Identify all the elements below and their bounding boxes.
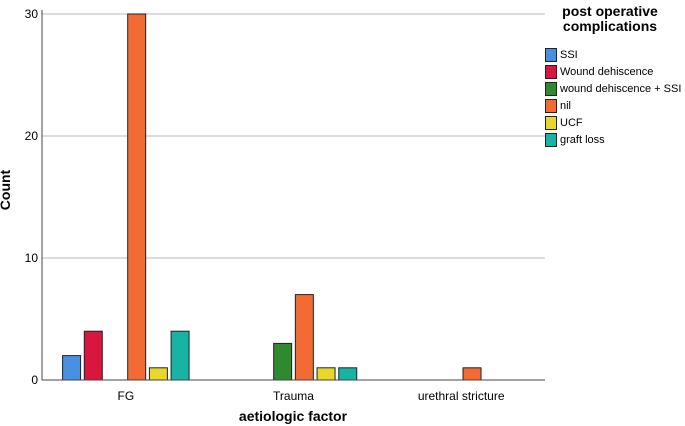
bar bbox=[148, 367, 168, 381]
legend-item: wound dehiscence + SSI bbox=[545, 80, 685, 97]
y-tick-label: 10 bbox=[25, 251, 39, 265]
legend-title: post operative complications bbox=[562, 3, 658, 34]
legend-swatch bbox=[545, 115, 557, 130]
x-tick-labels: FG Trauma urethral stricture bbox=[117, 389, 504, 403]
legend-item: SSI bbox=[545, 46, 685, 63]
bar bbox=[62, 355, 82, 381]
bar bbox=[273, 342, 293, 381]
bar bbox=[294, 294, 314, 381]
x-tick-label: FG bbox=[117, 389, 134, 403]
y-tick-label: 20 bbox=[25, 129, 39, 143]
legend-label: SSI bbox=[560, 48, 578, 61]
x-axis-title: aetiologic factor bbox=[239, 408, 348, 424]
legend-label: nil bbox=[560, 99, 572, 112]
y-tick-labels: 0 10 20 30 bbox=[25, 7, 39, 387]
bar bbox=[316, 367, 336, 381]
x-tick-label: Trauma bbox=[273, 389, 314, 403]
axes bbox=[41, 10, 545, 381]
bar bbox=[83, 330, 103, 381]
legend-item: UCF bbox=[545, 114, 685, 131]
bar bbox=[462, 367, 482, 381]
legend-label: Wound dehiscence bbox=[560, 65, 654, 78]
legend-item: Wound dehiscence bbox=[545, 63, 685, 80]
legend-swatch bbox=[545, 132, 557, 147]
legend-item: graft loss bbox=[545, 131, 685, 148]
legend-label: wound dehiscence + SSI bbox=[560, 82, 682, 95]
y-tick-label: 0 bbox=[31, 373, 38, 387]
bar bbox=[338, 367, 358, 381]
legend-swatch bbox=[545, 81, 557, 96]
legend-label: UCF bbox=[560, 116, 583, 129]
legend: post operative complications SSI Wound de… bbox=[545, 4, 685, 148]
legend-swatch bbox=[545, 98, 557, 113]
bar bbox=[127, 13, 147, 381]
gridlines bbox=[42, 13, 545, 259]
x-tick-label: urethral stricture bbox=[418, 389, 505, 403]
legend-item: nil bbox=[545, 97, 685, 114]
y-axis-title: Count bbox=[0, 169, 13, 210]
legend-items: SSI Wound dehiscence wound dehiscence + SS… bbox=[545, 46, 685, 148]
legend-swatch bbox=[545, 64, 557, 79]
legend-label: graft loss bbox=[560, 133, 605, 146]
legend-swatch bbox=[545, 47, 557, 62]
y-tick-label: 30 bbox=[25, 7, 39, 21]
bars bbox=[62, 13, 482, 381]
bar bbox=[170, 330, 190, 381]
